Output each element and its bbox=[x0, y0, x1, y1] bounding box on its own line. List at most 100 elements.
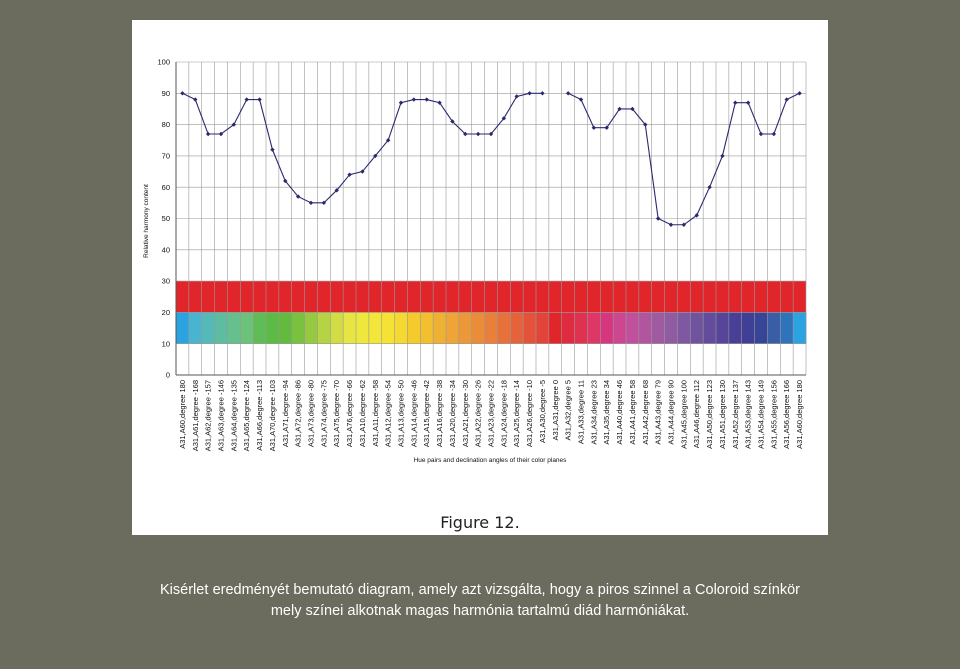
data-point bbox=[527, 91, 532, 96]
data-point bbox=[643, 122, 648, 127]
x-tick-label: A31,A65,degree -124 bbox=[242, 380, 251, 451]
hue-cell bbox=[291, 312, 305, 344]
x-tick-label: A31,A74,degree -75 bbox=[319, 380, 328, 447]
data-point bbox=[630, 106, 635, 112]
hue-cell bbox=[278, 312, 293, 344]
data-point bbox=[283, 178, 288, 184]
data-point bbox=[334, 188, 339, 193]
hue-cell bbox=[240, 312, 254, 344]
series-line bbox=[567, 92, 800, 226]
data-point bbox=[733, 100, 738, 105]
data-point bbox=[398, 100, 404, 105]
hue-cell bbox=[407, 312, 421, 344]
figure-panel: 0 10 20 30 40 50 60 70 80 90 100 A31,A60,degree 180… bbox=[132, 20, 828, 535]
y-tick-label: 80 bbox=[162, 120, 170, 129]
x-tick-label: A31,A14,degree -46 bbox=[409, 380, 418, 447]
data-point bbox=[347, 172, 352, 177]
figure-caption: Figure 12. bbox=[440, 513, 520, 532]
y-tick-label: 0 bbox=[166, 371, 170, 380]
x-tick-label: A31,A63,degree -146 bbox=[217, 380, 226, 451]
x-tick-label: A31,A76,degree -66 bbox=[345, 380, 354, 447]
hue-cell bbox=[253, 312, 267, 344]
grid bbox=[175, 61, 807, 376]
x-tick-label: A31,A11,degree -58 bbox=[371, 380, 380, 447]
y-tick-label: 90 bbox=[162, 89, 170, 98]
x-tick-label: A31,A23,degree -22 bbox=[487, 380, 496, 447]
hue-cell bbox=[317, 312, 331, 344]
data-point bbox=[205, 131, 211, 137]
data-point bbox=[218, 131, 224, 137]
x-tick-label: A31,A72,degree -86 bbox=[294, 380, 303, 447]
data-point bbox=[501, 116, 507, 121]
data-point bbox=[437, 100, 442, 105]
data-point bbox=[617, 106, 622, 112]
x-tick-label: A31,A20,degree -34 bbox=[448, 380, 457, 447]
y-axis-title: Relative harmony content bbox=[143, 184, 150, 258]
x-tick-label: A31,A21,degree -30 bbox=[461, 380, 470, 447]
axes bbox=[175, 62, 806, 376]
x-tick-label: A31,A30,degree -5 bbox=[538, 380, 547, 443]
x-tick-label: A31,A66,degree -113 bbox=[255, 380, 264, 451]
data-point bbox=[231, 122, 237, 127]
x-tick-label: A31,A62,degree -157 bbox=[204, 380, 213, 451]
hue-cell bbox=[446, 312, 460, 344]
hue-cell bbox=[548, 312, 563, 344]
hue-cell bbox=[356, 312, 370, 344]
x-tick-label: A31,A51,degree 130 bbox=[718, 380, 727, 449]
x-tick-label: A31,A50,degree 123 bbox=[705, 380, 714, 449]
hue-cell bbox=[728, 312, 743, 344]
data-point bbox=[411, 97, 417, 102]
data-point bbox=[758, 131, 764, 137]
x-tick-label: A31,A24,degree -18 bbox=[499, 380, 508, 447]
data-point bbox=[565, 91, 571, 96]
x-tick-label: A31,A60,degree 180 bbox=[178, 380, 187, 449]
y-tick-label: 30 bbox=[162, 277, 170, 286]
hue-cell bbox=[510, 312, 524, 344]
x-tick-label: A31,A71,degree -94 bbox=[281, 380, 290, 447]
hue-cell bbox=[638, 312, 653, 344]
data-point bbox=[257, 97, 262, 102]
hue-cell bbox=[613, 312, 627, 344]
hue-cell bbox=[176, 312, 190, 344]
data-point bbox=[694, 213, 699, 218]
hue-cell bbox=[754, 312, 768, 344]
data-point bbox=[270, 147, 275, 152]
data-point bbox=[424, 97, 429, 102]
hue-cell bbox=[561, 312, 575, 344]
x-tick-label: A31,A61,degree -168 bbox=[191, 380, 200, 451]
hue-cell bbox=[626, 312, 640, 344]
data-point bbox=[771, 131, 777, 137]
x-tick-label: A31,A32,degree 5 bbox=[564, 380, 573, 440]
hue-cell bbox=[214, 312, 228, 344]
y-tick-label: 10 bbox=[162, 339, 170, 348]
x-tick-label: A31,A40,degree 46 bbox=[615, 380, 624, 445]
x-tick-label: A31,A22,degree -26 bbox=[474, 380, 483, 447]
data-point bbox=[488, 131, 494, 137]
x-tick-label: A31,A64,degree -135 bbox=[229, 380, 238, 451]
data-point bbox=[463, 131, 468, 137]
hue-cell bbox=[368, 312, 383, 344]
hue-cell bbox=[716, 312, 730, 344]
data-point bbox=[475, 131, 481, 137]
red-band bbox=[176, 281, 806, 313]
hue-cell bbox=[690, 312, 704, 344]
data-point bbox=[591, 125, 597, 130]
hue-cell bbox=[343, 312, 357, 344]
slide-caption: Kisérlet eredményét bemutató diagram, am… bbox=[160, 582, 800, 619]
y-tick-label: 20 bbox=[162, 308, 170, 317]
x-tick-label: A31,A13,degree -50 bbox=[397, 380, 406, 447]
x-tick-label: A31,A31,degree 0 bbox=[551, 380, 560, 440]
hue-cell bbox=[266, 312, 280, 344]
y-tick-label: 100 bbox=[157, 58, 170, 67]
x-tick-label: A31,A73,degree -80 bbox=[307, 380, 316, 447]
data-point bbox=[668, 222, 674, 227]
y-tick-label: 40 bbox=[162, 245, 170, 254]
hue-cell bbox=[484, 312, 498, 344]
data-point bbox=[655, 216, 661, 221]
hue-cell bbox=[471, 312, 485, 344]
hue-cell bbox=[458, 312, 473, 344]
x-tick-label: A31,A75,degree -70 bbox=[332, 380, 341, 447]
hue-cell bbox=[767, 312, 781, 344]
data-point bbox=[360, 169, 365, 174]
